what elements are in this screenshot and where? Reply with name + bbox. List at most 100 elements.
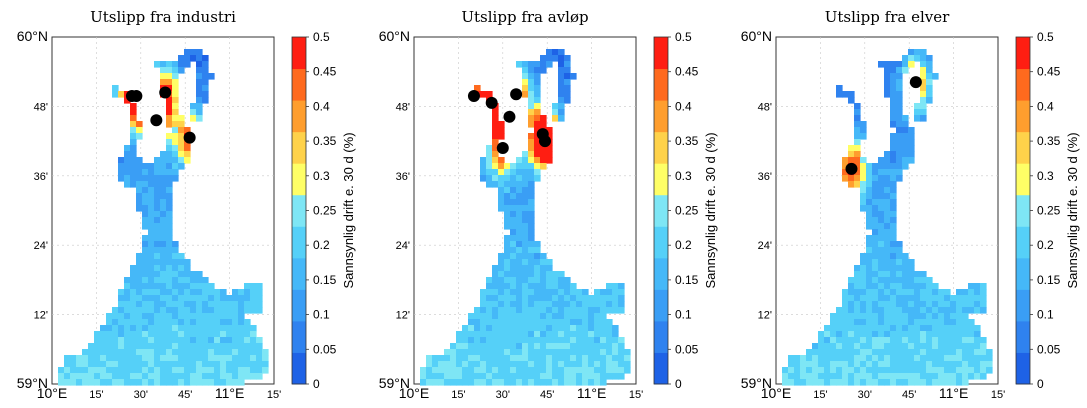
water-cell [480,373,487,380]
water-cell [612,367,619,374]
water-cell [468,367,475,374]
water-cell [836,91,843,98]
water-cell [510,193,517,200]
water-cell [124,313,131,320]
water-cell [980,373,987,380]
water-cell [190,277,197,284]
water-cell [564,85,571,92]
water-cell [178,67,185,74]
water-cell [884,199,891,206]
water-cell [148,283,155,290]
water-cell [558,295,565,302]
water-cell [166,139,173,146]
water-cell [534,313,541,320]
water-cell [890,187,897,194]
water-cell [504,367,511,374]
water-cell [178,367,185,374]
water-cell [450,355,457,362]
water-cell [474,355,481,362]
water-cell [220,289,227,296]
water-cell [878,367,885,374]
water-cell [166,379,173,386]
water-cell [486,145,493,152]
water-cell [528,133,535,140]
water-cell [160,67,167,74]
water-cell [890,139,897,146]
water-cell [426,373,433,380]
water-cell [860,127,867,134]
water-cell [142,355,149,362]
water-cell [492,331,499,338]
water-cell [576,301,583,308]
water-cell [914,109,921,116]
water-cell [82,361,89,368]
water-cell [528,85,535,92]
water-cell [516,319,523,326]
water-cell [606,337,613,344]
water-cell [878,163,885,170]
water-cell [944,343,951,350]
water-cell [848,91,855,98]
water-cell [522,277,529,284]
water-cell [172,343,179,350]
water-cell [70,373,77,380]
y-tick-label: 36' [758,171,772,183]
source-marker [503,110,516,123]
water-cell [926,307,933,314]
water-cell [112,349,119,356]
water-cell [226,361,233,368]
water-cell [564,67,571,74]
water-cell [890,361,897,368]
water-cell [166,217,173,224]
water-cell [558,109,565,116]
water-cell [860,319,867,326]
water-cell [902,133,909,140]
water-cell [468,343,475,350]
water-cell [256,355,263,362]
water-cell [884,61,891,68]
water-cell [154,211,161,218]
water-cell [474,331,481,338]
water-cell [154,313,161,320]
water-cell [166,253,173,260]
water-cell [878,355,885,362]
water-cell [564,79,571,86]
water-cell [588,295,595,302]
water-cell [480,157,487,164]
water-cell [860,121,867,128]
water-cell [142,301,149,308]
water-cell [872,175,879,182]
water-cell [926,67,933,74]
water-cell [830,337,837,344]
water-cell [492,271,499,278]
water-cell [848,331,855,338]
water-cell [70,355,77,362]
water-cell [124,379,131,386]
water-cell [172,379,179,386]
x-tick-label: 11°E [939,385,968,401]
water-cell [932,355,939,362]
water-cell [582,367,589,374]
water-cell [148,181,155,188]
colorbar-tick-label: 0.2 [675,238,692,252]
water-cell [184,283,191,290]
water-cell [860,343,867,350]
y-tick-label: 12' [34,310,48,322]
water-cell [166,295,173,302]
water-cell [968,361,975,368]
water-cell [232,313,239,320]
water-cell [130,331,137,338]
water-cell [244,307,251,314]
water-cell [522,187,529,194]
water-cell [190,301,197,308]
water-cell [492,169,499,176]
water-cell [974,361,981,368]
water-cell [890,247,897,254]
water-cell [166,121,173,128]
water-cell [160,259,167,266]
water-cell [166,163,173,170]
water-cell [516,313,523,320]
water-cell [986,349,993,356]
water-cell [238,361,245,368]
water-cell [172,247,179,254]
